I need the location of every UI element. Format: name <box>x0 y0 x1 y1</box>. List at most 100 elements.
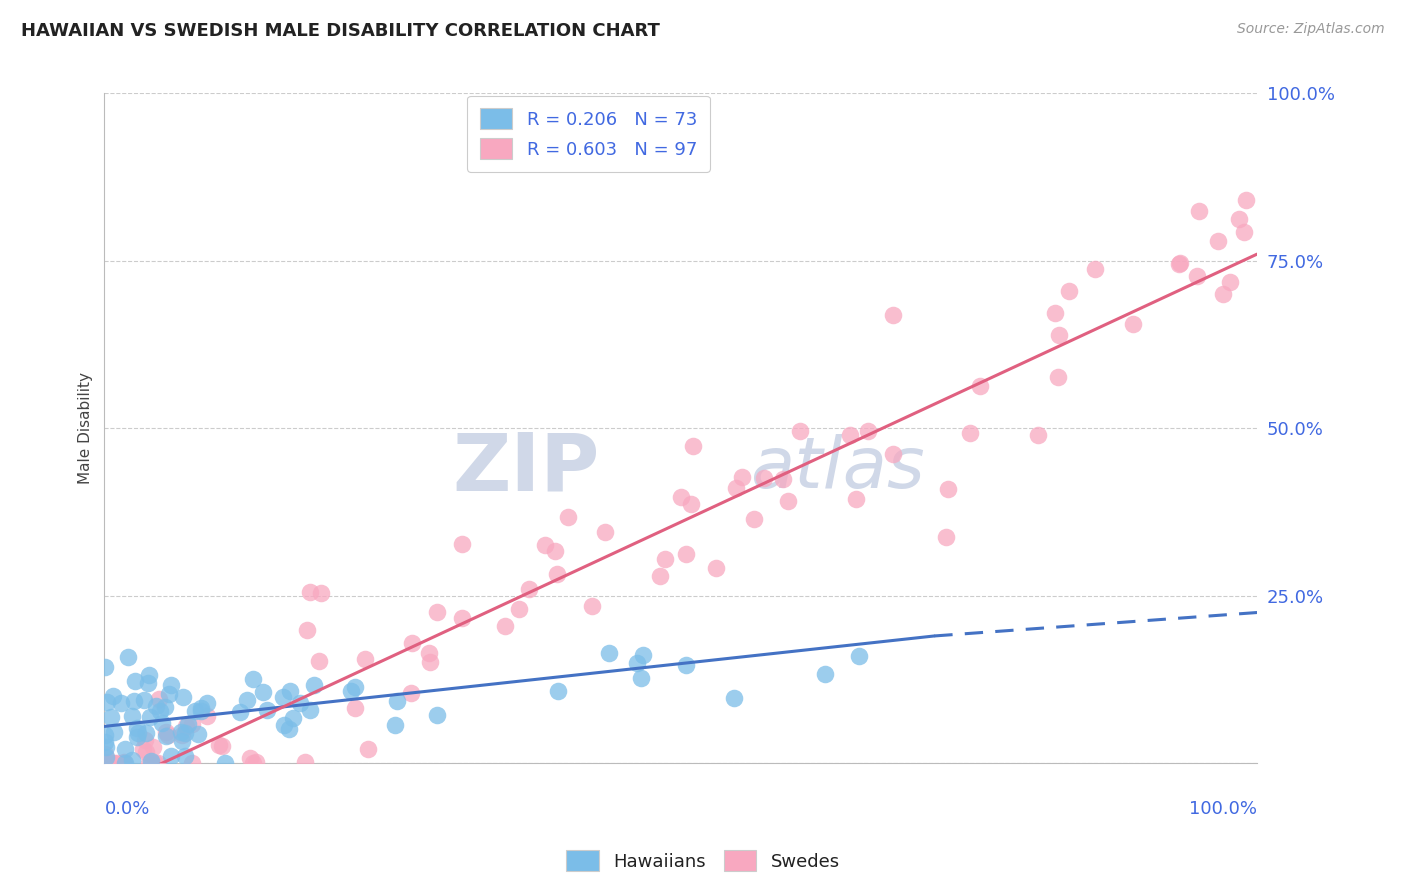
Point <box>172 690 194 704</box>
Point <box>138 756 160 771</box>
Point <box>426 707 449 722</box>
Point <box>308 654 330 668</box>
Point <box>343 680 366 694</box>
Point <box>148 756 170 771</box>
Point <box>93 747 115 762</box>
Point <box>681 497 703 511</box>
Point <box>148 692 170 706</box>
Point <box>277 723 299 737</box>
Point <box>211 739 233 753</box>
Point <box>170 734 193 748</box>
Point <box>813 667 835 681</box>
Point <box>155 729 177 743</box>
Point <box>280 684 302 698</box>
Point <box>183 704 205 718</box>
Point <box>190 704 212 718</box>
Point <box>138 668 160 682</box>
Point <box>789 424 811 438</box>
Point <box>242 673 264 687</box>
Point <box>187 727 209 741</box>
Point <box>228 706 250 720</box>
Point <box>581 599 603 614</box>
Point <box>1234 193 1257 207</box>
Point <box>94 740 117 755</box>
Point <box>271 690 294 705</box>
Point <box>724 481 747 495</box>
Point <box>124 694 146 708</box>
Point <box>195 696 218 710</box>
Point <box>630 672 652 686</box>
Point <box>142 740 165 755</box>
Point <box>157 687 180 701</box>
Legend: R = 0.206   N = 73, R = 0.603   N = 97: R = 0.206 N = 73, R = 0.603 N = 97 <box>467 95 710 171</box>
Point <box>290 696 312 710</box>
Point <box>357 742 380 756</box>
Point <box>170 724 193 739</box>
Point <box>682 438 704 452</box>
Text: Source: ZipAtlas.com: Source: ZipAtlas.com <box>1237 22 1385 37</box>
Point <box>519 582 541 596</box>
Point <box>103 724 125 739</box>
Point <box>195 708 218 723</box>
Point <box>675 658 697 673</box>
Point <box>114 742 136 756</box>
Point <box>173 725 195 739</box>
Point <box>704 561 727 575</box>
Point <box>419 655 441 669</box>
Point <box>94 750 117 764</box>
Point <box>103 690 125 704</box>
Point <box>103 756 125 771</box>
Point <box>208 739 231 753</box>
Point <box>135 726 157 740</box>
Point <box>557 510 579 524</box>
Point <box>96 756 118 771</box>
Point <box>1043 306 1066 320</box>
Point <box>93 659 115 673</box>
Point <box>339 684 361 698</box>
Point <box>190 701 212 715</box>
Point <box>654 551 676 566</box>
Point <box>160 749 183 764</box>
Point <box>959 425 981 440</box>
Point <box>294 755 316 769</box>
Point <box>94 734 117 748</box>
Point <box>626 656 648 670</box>
Point <box>450 537 472 551</box>
Point <box>245 756 267 770</box>
Point <box>112 755 135 769</box>
Point <box>273 718 295 732</box>
Point <box>160 678 183 692</box>
Point <box>1168 257 1191 271</box>
Point <box>155 725 177 739</box>
Point <box>139 710 162 724</box>
Point <box>149 704 172 718</box>
Point <box>145 756 167 771</box>
Point <box>135 745 157 759</box>
Point <box>838 428 860 442</box>
Point <box>1084 261 1107 276</box>
Text: HAWAIIAN VS SWEDISH MALE DISABILITY CORRELATION CHART: HAWAIIAN VS SWEDISH MALE DISABILITY CORR… <box>21 22 659 40</box>
Point <box>174 749 197 764</box>
Point <box>304 678 326 692</box>
Point <box>132 741 155 756</box>
Point <box>778 494 800 508</box>
Point <box>295 623 318 637</box>
Point <box>127 726 149 740</box>
Point <box>172 728 194 742</box>
Point <box>299 703 322 717</box>
Point <box>1026 428 1049 442</box>
Point <box>1206 234 1229 248</box>
Point <box>547 683 569 698</box>
Point <box>772 472 794 486</box>
Point <box>426 605 449 619</box>
Point <box>1233 225 1256 239</box>
Text: 100.0%: 100.0% <box>1189 800 1257 818</box>
Point <box>648 569 671 583</box>
Y-axis label: Male Disability: Male Disability <box>79 372 93 484</box>
Point <box>96 756 118 771</box>
Point <box>281 711 304 725</box>
Point <box>252 684 274 698</box>
Point <box>418 647 440 661</box>
Point <box>132 693 155 707</box>
Point <box>934 530 956 544</box>
